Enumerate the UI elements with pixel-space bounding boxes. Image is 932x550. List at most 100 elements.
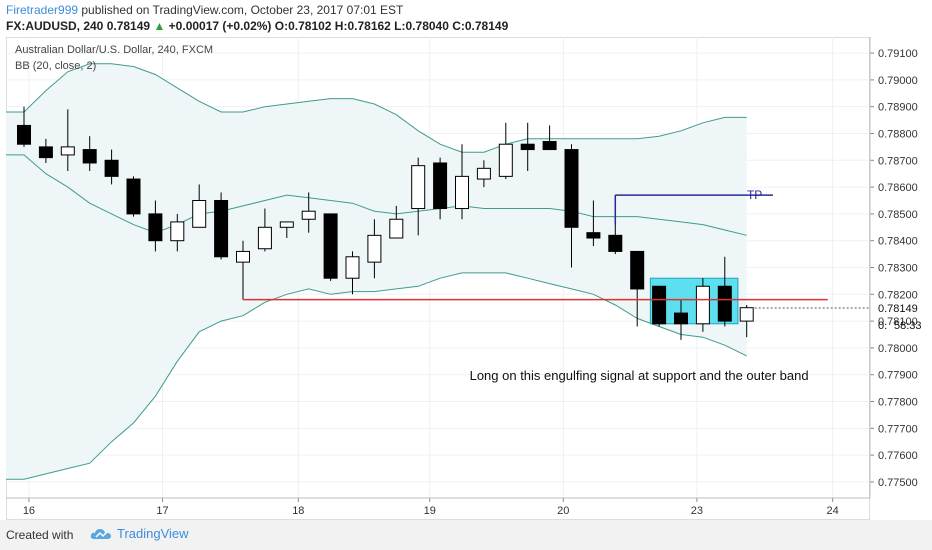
y-tick-label: 0.77900 [878,370,918,382]
y-tick-label: 0.78700 [878,155,918,167]
y-tick-label: 0.79000 [878,75,918,87]
candle [564,144,579,268]
x-tick-label: 23 [691,505,703,517]
x-tick-label: 20 [557,505,569,517]
candle-body [717,285,732,322]
candle-body [126,178,141,215]
candle [126,176,141,217]
candle-body [104,159,119,177]
last-price-tag: 0.78149 0. 58:33 [754,303,922,332]
candle-body [17,124,31,145]
countdown-prefix: 0. [878,320,887,332]
candle [192,184,207,228]
publish-line: Firetrader999 published on TradingView.c… [6,3,403,17]
candle [433,157,448,220]
candle-body [674,312,688,325]
candle [695,278,710,332]
cloud-logo-icon [90,528,111,539]
candle-body [608,234,623,252]
tradingview-logo[interactable]: TradingView [90,526,189,541]
candle [60,109,75,172]
candle-body [542,141,557,151]
candle-body [498,143,513,177]
candle-body [455,175,469,210]
candle-body [564,149,579,228]
candle [82,136,97,172]
candle-body [520,143,535,151]
bollinger-lower-line [6,272,747,480]
candle-body [214,199,229,258]
candle-body [630,250,645,290]
x-tick-label: 18 [292,505,304,517]
published-text: published on TradingView.com, October 23… [78,3,404,17]
candle-body [170,221,185,242]
time-axis[interactable]: 16 17 18 19 20 23 24 [6,497,870,517]
y-tick-label: 0.78800 [878,128,918,140]
candle-body [389,218,404,239]
countdown-label: 58:33 [894,320,922,332]
y-tick-label: 0.78000 [878,343,918,355]
candle [498,122,513,180]
up-arrow-icon: ▲ [153,19,166,33]
symbol-line: FX:AUDUSD, 240 0.78149 ▲ +0.00017 (+0.02… [6,19,508,33]
symbol-label: FX:AUDUSD, 240 [6,19,104,33]
candle-body [192,199,207,228]
candle-body [695,285,710,325]
tp-label: TP [747,188,762,202]
candle [411,157,426,236]
x-tick-label: 24 [827,505,839,517]
y-tick-label: 0.78500 [878,209,918,221]
bollinger-band-fill [6,63,747,480]
y-tick-label: 0.79100 [878,48,918,60]
candle [279,221,294,239]
author-link[interactable]: Firetrader999 [6,3,79,17]
y-tick-label: 0.78600 [878,182,918,194]
footer-bar: Created with TradingView [0,520,932,550]
candle [520,122,535,172]
ohlc-values: O:0.78102 H:0.78162 L:0.78040 C:0.78149 [274,19,509,33]
x-tick-label: 19 [424,505,436,517]
candle-body [367,234,382,263]
indicator-label: BB (20, close, 2) [15,60,96,72]
candle-body [279,221,294,228]
y-tick-label: 0.77600 [878,450,918,462]
candle [389,205,404,239]
created-with-text: Created with [6,528,74,542]
candle-body [82,149,97,164]
candle [476,160,491,188]
candle [455,144,469,220]
tradingview-brand-text: TradingView [117,526,189,541]
candle-body [257,226,272,250]
price-axis[interactable]: 0.77500 0.77600 0.77700 0.77800 0.77900 0.780… [869,37,918,498]
y-tick-label: 0.78300 [878,263,918,275]
candle-body [236,250,250,263]
candle [652,285,667,327]
candle-body [411,165,426,210]
y-tick-label: 0.78200 [878,289,918,301]
x-tick-label: 17 [156,505,168,517]
chart-header: Firetrader999 published on TradingView.c… [0,0,932,36]
candle [345,251,360,295]
candle [367,219,382,279]
candle-body [586,232,601,239]
candle [542,125,557,151]
last-price: 0.78149 [106,19,151,33]
candle-body [739,307,754,322]
chart-title: Australian Dollar/U.S. Dollar, 240, FXCM [15,44,213,56]
price-change: +0.00017 (+0.02%) [168,19,272,33]
candle [323,213,338,281]
candle [630,250,645,327]
candle [586,200,601,247]
candle-body [60,146,75,156]
candle-body [301,210,316,220]
candle [236,240,250,300]
y-tick-label: 0.78900 [878,102,918,114]
candle-body [345,256,360,279]
bollinger-upper-line [6,63,747,153]
y-tick-label: 0.78400 [878,236,918,248]
annotation-text: Long on this engulfing signal at support… [470,368,809,383]
candle [214,192,229,260]
candle-body [323,213,338,279]
candle [257,208,272,252]
